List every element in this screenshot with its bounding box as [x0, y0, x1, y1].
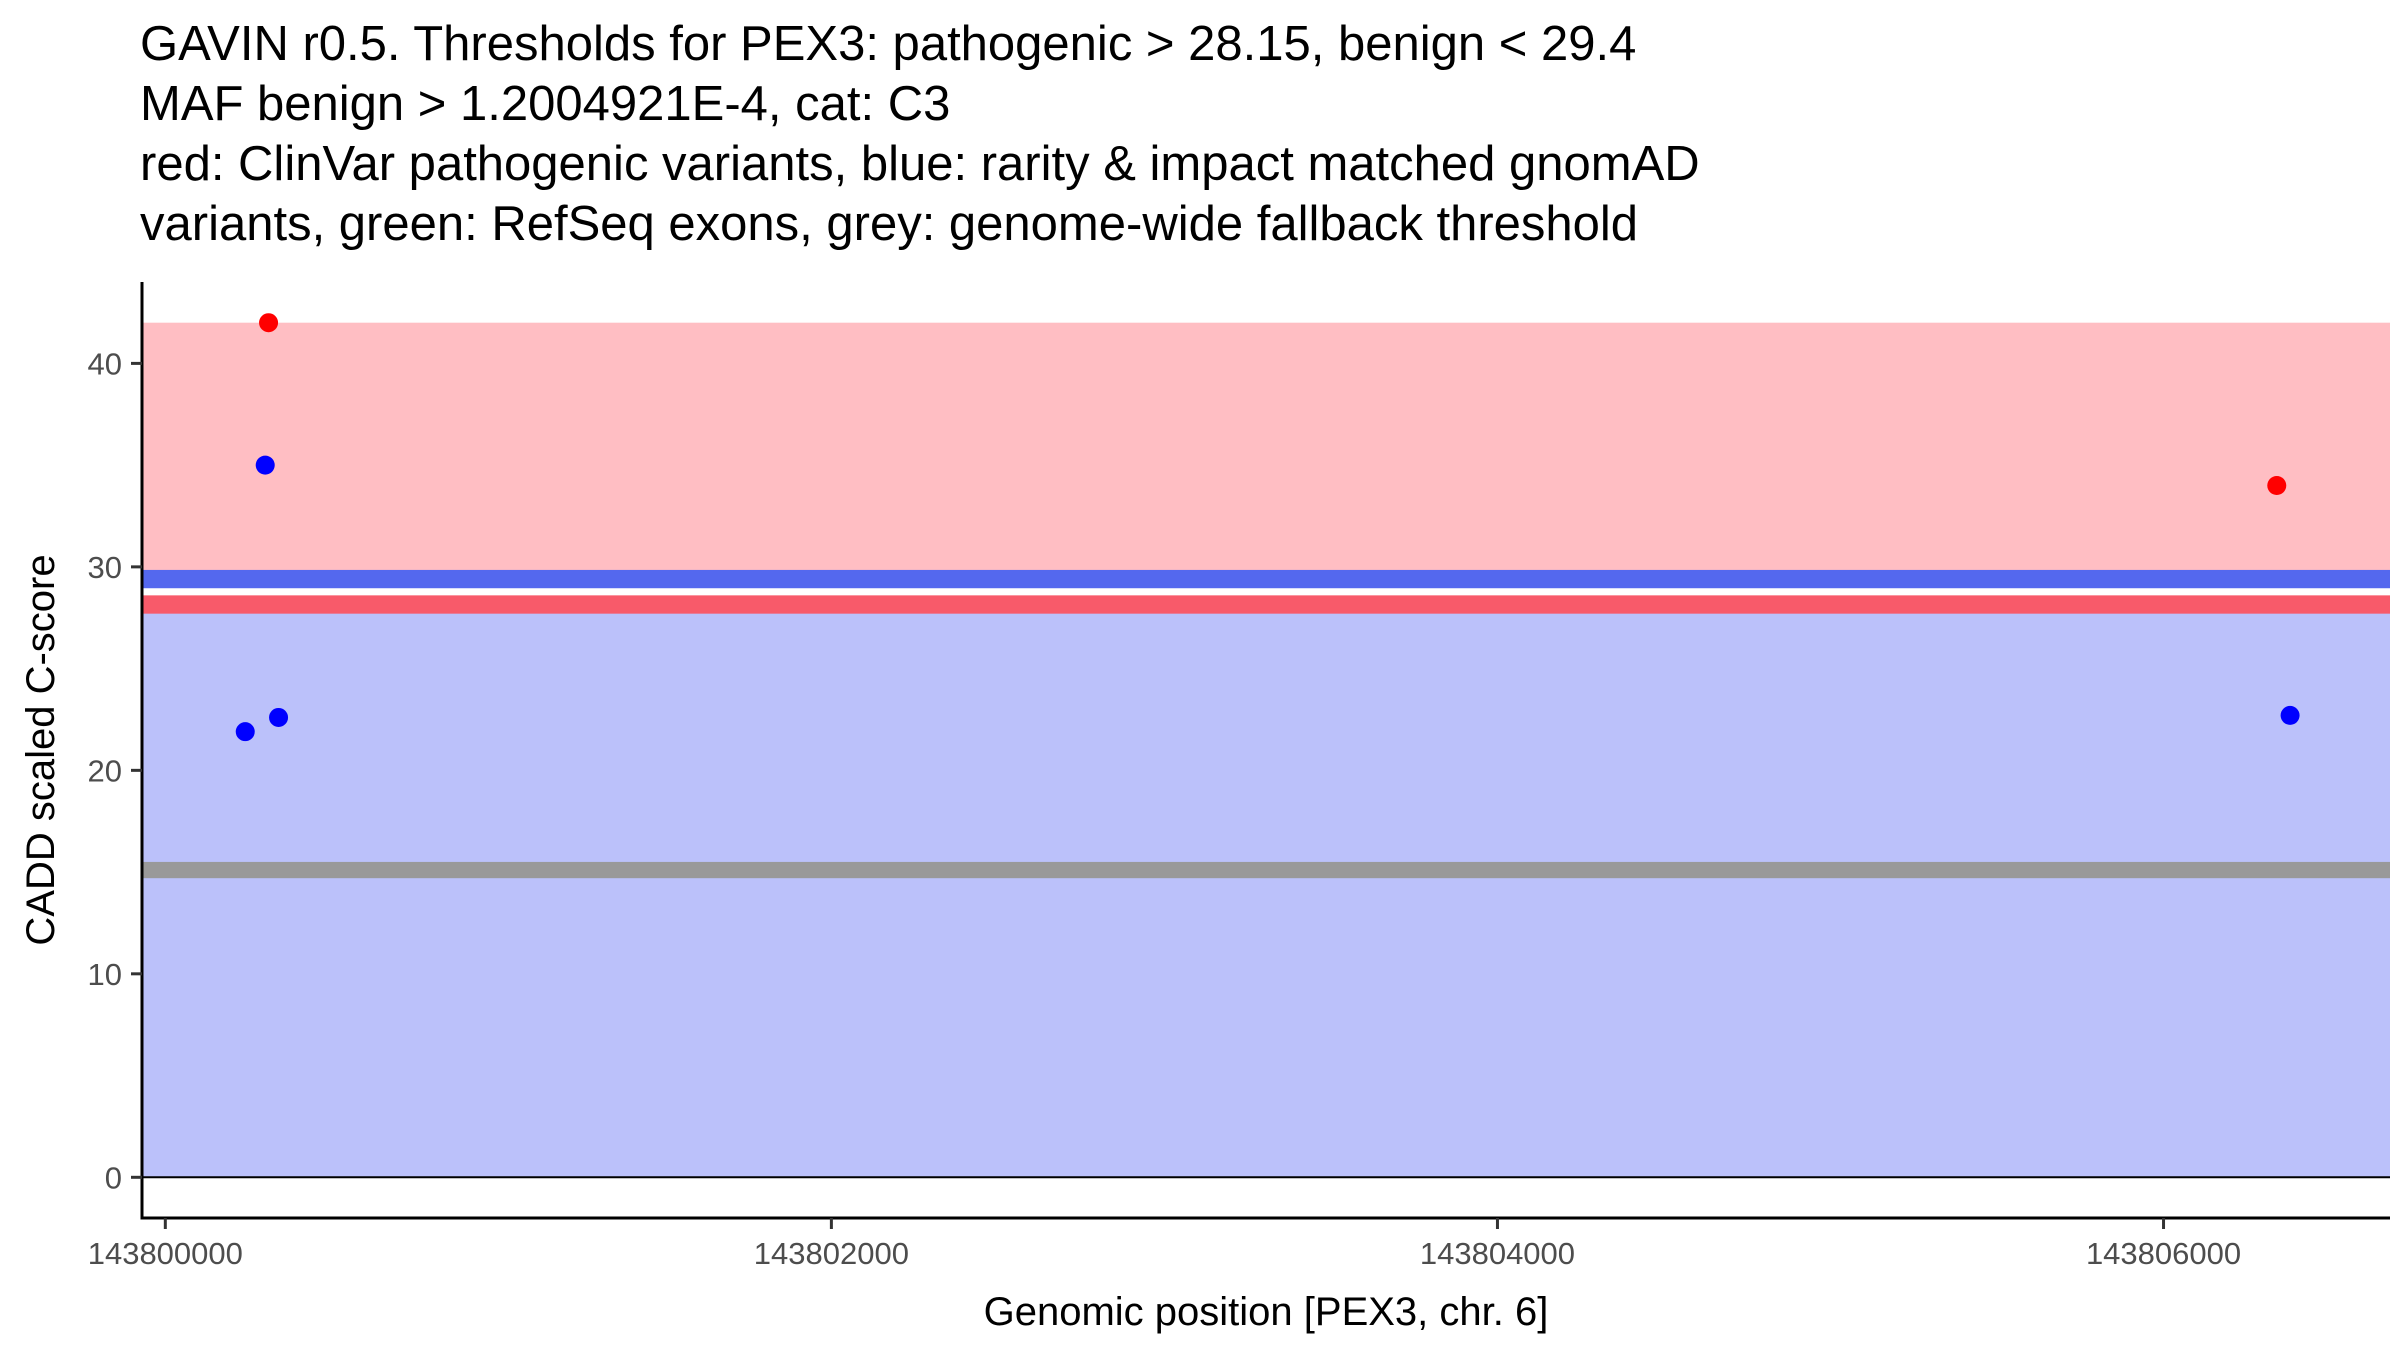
x-tick-label: 143800000	[88, 1236, 243, 1271]
title-line-4: variants, green: RefSeq exons, grey: gen…	[140, 197, 1639, 251]
title-line-3: red: ClinVar pathogenic variants, blue: …	[140, 137, 1700, 191]
threshold-regions	[142, 322, 2390, 1178]
benign-point-1	[255, 455, 275, 475]
chart-title: GAVIN r0.5. Thresholds for PEX3: pathoge…	[140, 14, 1700, 254]
pathogenic-point-1	[259, 313, 279, 333]
title-line-2: MAF benign > 1.2004921E-4, cat: C3	[140, 77, 951, 131]
pathogenic-threshold-band	[142, 595, 2390, 614]
threshold-lines	[142, 569, 2390, 879]
y-tick-label: 10	[88, 957, 122, 992]
y-tick-label: 40	[88, 346, 122, 381]
data-points	[235, 313, 2300, 742]
x-tick-label: 143802000	[754, 1236, 909, 1271]
x-axis-ticks: 143800000 143802000 143804000 143806000	[88, 1218, 2241, 1271]
y-tick-label: 30	[88, 550, 122, 585]
benign-threshold-band	[142, 569, 2390, 589]
title-line-1: GAVIN r0.5. Thresholds for PEX3: pathoge…	[140, 17, 1637, 71]
x-tick-label: 143806000	[2086, 1236, 2241, 1271]
x-axis-label: Genomic position [PEX3, chr. 6]	[984, 1290, 1549, 1334]
benign-point-4	[2280, 705, 2300, 725]
pathogenic-region	[142, 322, 2390, 580]
benign-point-2	[235, 722, 255, 742]
benign-region	[142, 604, 2390, 1178]
x-tick-label: 143804000	[1420, 1236, 1575, 1271]
fallback-threshold-band	[142, 861, 2390, 879]
y-axis-label: CADD scaled C-score	[19, 554, 63, 945]
y-axis-ticks: 0 10 20 30 40	[88, 346, 142, 1195]
y-tick-label: 0	[105, 1160, 122, 1195]
benign-point-3	[269, 707, 289, 727]
y-tick-label: 20	[88, 753, 122, 788]
pathogenic-point-2	[2267, 475, 2287, 495]
